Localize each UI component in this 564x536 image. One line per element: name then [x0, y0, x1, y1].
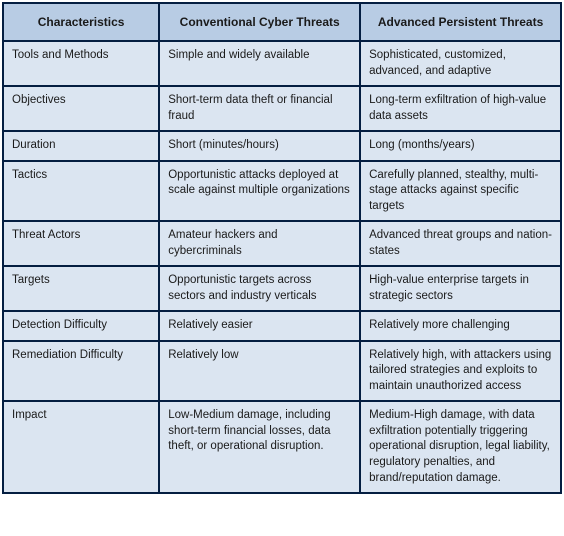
- cell-characteristic: Objectives: [3, 86, 159, 131]
- cell-conventional: Relatively low: [159, 341, 360, 402]
- cell-characteristic: Detection Difficulty: [3, 311, 159, 341]
- cell-conventional: Low-Medium damage, including short-term …: [159, 401, 360, 493]
- cell-conventional: Relatively easier: [159, 311, 360, 341]
- cell-conventional: Short-term data theft or financial fraud: [159, 86, 360, 131]
- cell-characteristic: Tools and Methods: [3, 41, 159, 86]
- col-header-characteristics: Characteristics: [3, 3, 159, 41]
- cell-characteristic: Remediation Difficulty: [3, 341, 159, 402]
- table-row: Tools and MethodsSimple and widely avail…: [3, 41, 561, 86]
- table-row: Detection DifficultyRelatively easierRel…: [3, 311, 561, 341]
- cell-apt: Medium-High damage, with data exfiltrati…: [360, 401, 561, 493]
- cell-characteristic: Tactics: [3, 161, 159, 222]
- col-header-apt: Advanced Persistent Threats: [360, 3, 561, 41]
- cell-conventional: Simple and widely available: [159, 41, 360, 86]
- cell-characteristic: Threat Actors: [3, 221, 159, 266]
- table-row: DurationShort (minutes/hours)Long (month…: [3, 131, 561, 161]
- cell-conventional: Short (minutes/hours): [159, 131, 360, 161]
- cell-conventional: Opportunistic attacks deployed at scale …: [159, 161, 360, 222]
- table-row: ObjectivesShort-term data theft or finan…: [3, 86, 561, 131]
- cell-apt: Relatively high, with attackers using ta…: [360, 341, 561, 402]
- table-row: Threat ActorsAmateur hackers and cybercr…: [3, 221, 561, 266]
- cell-apt: Long-term exfiltration of high-value dat…: [360, 86, 561, 131]
- cell-characteristic: Targets: [3, 266, 159, 311]
- cell-apt: Sophisticated, customized, advanced, and…: [360, 41, 561, 86]
- table-row: TacticsOpportunistic attacks deployed at…: [3, 161, 561, 222]
- cell-characteristic: Duration: [3, 131, 159, 161]
- cell-apt: Advanced threat groups and nation-states: [360, 221, 561, 266]
- table-row: TargetsOpportunistic targets across sect…: [3, 266, 561, 311]
- cell-apt: Carefully planned, stealthy, multi-stage…: [360, 161, 561, 222]
- col-header-conventional: Conventional Cyber Threats: [159, 3, 360, 41]
- table-row: Remediation DifficultyRelatively lowRela…: [3, 341, 561, 402]
- cell-apt: Relatively more challenging: [360, 311, 561, 341]
- cell-conventional: Amateur hackers and cybercriminals: [159, 221, 360, 266]
- cell-conventional: Opportunistic targets across sectors and…: [159, 266, 360, 311]
- threat-comparison-table: Characteristics Conventional Cyber Threa…: [2, 2, 562, 494]
- table-body: Tools and MethodsSimple and widely avail…: [3, 41, 561, 493]
- table-header-row: Characteristics Conventional Cyber Threa…: [3, 3, 561, 41]
- cell-apt: Long (months/years): [360, 131, 561, 161]
- cell-apt: High-value enterprise targets in strateg…: [360, 266, 561, 311]
- table-row: ImpactLow-Medium damage, including short…: [3, 401, 561, 493]
- cell-characteristic: Impact: [3, 401, 159, 493]
